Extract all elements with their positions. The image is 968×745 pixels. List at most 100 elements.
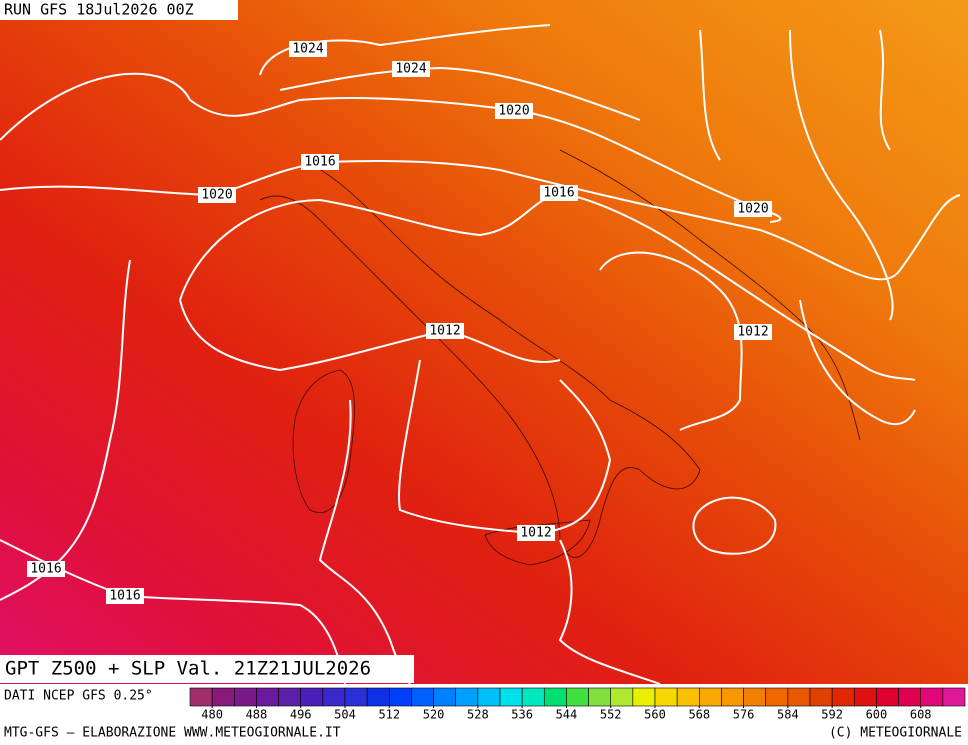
title-box	[0, 655, 414, 683]
isobar	[0, 259, 131, 601]
colorbar-swatch	[721, 687, 744, 707]
colorbar-swatch	[233, 687, 257, 707]
colorbar-swatch	[898, 687, 922, 707]
colorbar-swatch	[300, 687, 324, 707]
isobar-label: 1016	[30, 562, 61, 577]
colorbar-swatch	[211, 687, 235, 707]
isobar-label-box	[392, 61, 430, 77]
colorbar-swatch	[543, 687, 567, 707]
isobar-label: 1024	[395, 62, 426, 77]
colorbar-tick-label: 528	[467, 708, 489, 722]
isobar-label: 1016	[109, 589, 140, 604]
isobar-labels: 1024 1024 1020 1016 1020 1016 1020 1012 1012 1012…	[27, 41, 772, 604]
isobar-label: 1020	[201, 188, 232, 203]
colorbar-swatch	[698, 687, 722, 707]
isobar-label-box	[517, 525, 555, 541]
colorbar-swatch	[521, 687, 545, 707]
colorbar-swatch	[256, 687, 279, 707]
colorbar-swatch	[831, 687, 855, 707]
colorbar-swatch	[743, 687, 767, 707]
colorbar-tick-label: 600	[866, 708, 888, 722]
source-label: DATI NCEP GFS 0.25°	[4, 689, 153, 704]
isobar-label-box	[426, 323, 464, 339]
colorbar: 480 488 496 504 512 520 528 536 544 552 560 568 576 5…	[189, 687, 966, 722]
colorbar-swatch	[632, 687, 656, 707]
colorbar-tick-label: 552	[600, 708, 622, 722]
coastline	[292, 369, 355, 513]
isobar	[699, 29, 894, 321]
colorbar-swatch	[366, 687, 390, 707]
isobar-label-box	[289, 41, 327, 57]
colorbar-tick-label: 480	[201, 708, 223, 722]
colorbar-tick-label: 520	[423, 708, 445, 722]
isobar-label-box	[198, 187, 236, 203]
colorbar-tick-label: 592	[821, 708, 843, 722]
colorbar-swatch	[278, 687, 302, 707]
colorbar-swatch	[499, 687, 523, 707]
isobar	[879, 29, 891, 151]
isobar	[279, 66, 641, 121]
isobar-label-box	[27, 561, 65, 577]
isobar-label: 1020	[737, 202, 768, 217]
run-box	[0, 0, 238, 20]
colorbar-swatch	[942, 687, 966, 707]
colorbar-tick-label: 496	[290, 708, 312, 722]
colorbar-tick-label: 488	[246, 708, 268, 722]
isobar	[692, 496, 777, 555]
isobar-label: 1012	[737, 325, 768, 340]
footer-left: MTG-GFS — ELABORAZIONE WWW.METEOGIORNALE…	[4, 726, 341, 741]
colorbar-swatch	[322, 687, 346, 707]
colorbar-swatch	[433, 687, 457, 707]
isobar-label: 1024	[292, 42, 323, 57]
colorbar-tick-label: 584	[777, 708, 799, 722]
colorbar-swatch	[455, 687, 479, 707]
map-background	[0, 0, 968, 684]
colorbar-swatch	[787, 687, 811, 707]
colorbar-swatch	[189, 687, 213, 707]
run-label: RUN GFS 18Jul2026 00Z	[4, 1, 194, 19]
isobar-label: 1016	[304, 155, 335, 170]
colorbar-swatch	[920, 687, 944, 707]
colorbar-tick-label: 512	[378, 708, 400, 722]
isobar	[179, 299, 561, 372]
colorbar-swatch	[411, 687, 434, 707]
isobar-label-box	[734, 201, 772, 217]
coastline	[559, 149, 861, 441]
colorbar-swatch	[676, 687, 700, 707]
colorbar-swatch	[809, 687, 833, 707]
colorbar-tick-label: 568	[688, 708, 710, 722]
colorbar-tick-label: 504	[334, 708, 356, 722]
isobar-label: 1020	[498, 104, 529, 119]
isobar-label: 1012	[520, 526, 551, 541]
isobar-label-box	[540, 185, 578, 201]
isobar-label-box	[301, 154, 339, 170]
isobar	[259, 24, 551, 76]
isobar	[599, 251, 743, 431]
isobar	[558, 539, 661, 685]
colorbar-swatch	[853, 687, 877, 707]
colorbar-tick-label: 560	[644, 708, 666, 722]
colorbar-swatch	[654, 687, 678, 707]
isobar-label-box	[734, 324, 772, 340]
colorbar-swatch	[876, 687, 899, 707]
colorbar-swatch	[588, 687, 612, 707]
isobar-label-box	[495, 103, 533, 119]
colorbar-tick-label: 544	[556, 708, 578, 722]
colorbar-tick-label: 576	[733, 708, 755, 722]
isobar	[0, 72, 782, 223]
map-title: GPT Z500 + SLP Val. 21Z21JUL2026	[5, 658, 371, 680]
colorbar-swatch	[610, 687, 634, 707]
colorbar-swatch	[388, 687, 412, 707]
footer-right: (C) METEOGIORNALE	[829, 726, 962, 741]
colorbar-swatch	[477, 687, 501, 707]
isobar-label: 1012	[429, 324, 460, 339]
map: 1024 1024 1020 1016 1020 1016 1020 1012 1012 1012…	[0, 0, 968, 685]
isobar-label: 1016	[543, 186, 574, 201]
isobar	[799, 299, 916, 426]
colorbar-tick-label: 536	[511, 708, 533, 722]
isobar-label-box	[106, 588, 144, 604]
colorbar-swatch	[344, 687, 368, 707]
colorbar-swatch	[765, 687, 789, 707]
coastline	[259, 159, 701, 558]
